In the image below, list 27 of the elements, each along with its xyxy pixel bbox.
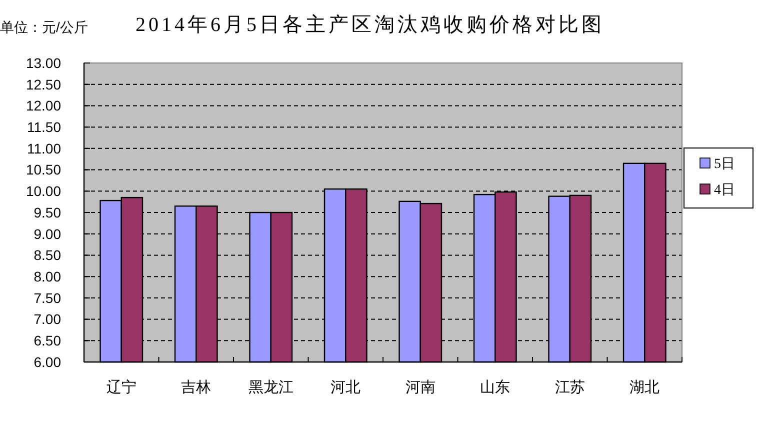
y-tick-label: 13.00 [26, 54, 62, 71]
legend-label: 4日 [714, 182, 735, 198]
y-tick-label: 12.50 [26, 76, 62, 92]
x-tick-label: 河北 [330, 379, 361, 396]
x-tick-label: 河南 [405, 379, 436, 396]
x-tick-label: 黑龙江 [248, 379, 294, 396]
y-tick-label: 12.00 [26, 98, 62, 114]
chart-title: 2014年6月5日各主产区淘汰鸡收购价格对比图 [136, 13, 604, 36]
x-tick-label: 辽宁 [106, 379, 136, 396]
y-tick-label: 9.00 [34, 226, 62, 242]
x-tick-label: 湖北 [630, 379, 660, 396]
y-tick-label: 11.50 [27, 118, 62, 135]
x-tick-label: 江苏 [554, 379, 585, 396]
y-axis-title: 单位：元/公斤 [0, 19, 88, 35]
legend-label: 5日 [714, 156, 735, 172]
y-tick-label: 10.50 [26, 162, 62, 178]
y-tick-label: 8.00 [34, 268, 62, 284]
y-tick-label: 7.00 [34, 311, 62, 328]
y-tick-label: 9.50 [34, 204, 62, 220]
y-tick-label: 7.50 [34, 290, 62, 306]
x-tick-label: 吉林 [181, 379, 212, 396]
y-tick-label: 8.50 [34, 247, 62, 264]
x-tick-label: 山东 [480, 379, 510, 396]
y-tick-label: 6.50 [34, 332, 62, 349]
y-tick-label: 10.00 [26, 183, 62, 200]
y-tick-label: 11.00 [27, 140, 62, 156]
y-tick-label: 6.00 [34, 354, 62, 370]
